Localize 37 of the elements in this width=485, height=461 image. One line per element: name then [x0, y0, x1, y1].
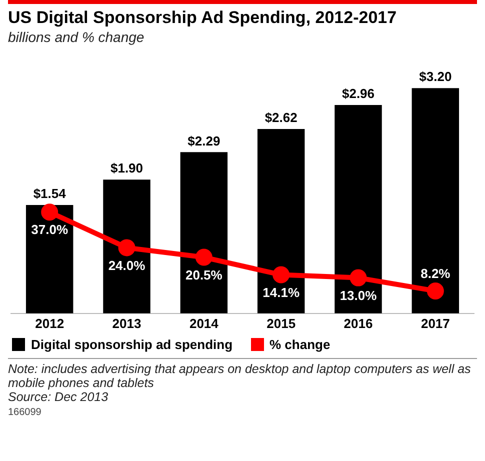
data-label: $2.29 — [188, 133, 220, 148]
bar — [180, 152, 228, 314]
x-tick-label: 2017 — [420, 316, 450, 331]
data-label: $2.62 — [264, 110, 298, 126]
data-label: $2.96 — [342, 86, 375, 102]
point — [195, 248, 212, 266]
point — [426, 282, 444, 300]
text: Note: includes advertising that appears on desktop and laptop computers as well as mobile phones and tablets — [8, 362, 472, 390]
chart-title: US Digital Sponsorship Ad Spending, 2012-2017 — [8, 8, 398, 28]
data-label: $1.90 — [110, 160, 144, 176]
text: 166099 — [8, 407, 42, 418]
bar — [103, 180, 150, 314]
data-label: 8.2% — [420, 266, 451, 282]
data-label: 14.1% — [262, 284, 300, 300]
legend-label: % change — [268, 337, 330, 352]
source-note: Source: Dec 2013 — [8, 390, 110, 404]
legend-label: Digital sponsorship ad spending — [30, 337, 233, 352]
x-tick-label: 2013 — [112, 316, 142, 331]
bar — [257, 128, 305, 314]
point — [41, 204, 58, 221]
chart-subtitle: billions and % change — [8, 29, 146, 45]
point — [350, 269, 367, 286]
data-label: 37.0% — [31, 222, 68, 238]
bar — [334, 105, 382, 314]
x-tick-label: 2016 — [344, 316, 373, 331]
data-label: $3.20 — [419, 69, 452, 84]
point — [272, 266, 290, 284]
x-tick-label: 2015 — [266, 316, 296, 331]
bar — [26, 204, 74, 314]
data-label: $1.54 — [33, 186, 67, 202]
data-label: 13.0% — [340, 288, 378, 303]
point — [118, 239, 136, 256]
x-tick-label: 2012 — [35, 316, 64, 331]
bar — [412, 88, 460, 314]
data-label: 20.5% — [185, 267, 223, 282]
data-label: 24.0% — [108, 258, 146, 273]
x-tick-label: 2014 — [189, 316, 220, 331]
